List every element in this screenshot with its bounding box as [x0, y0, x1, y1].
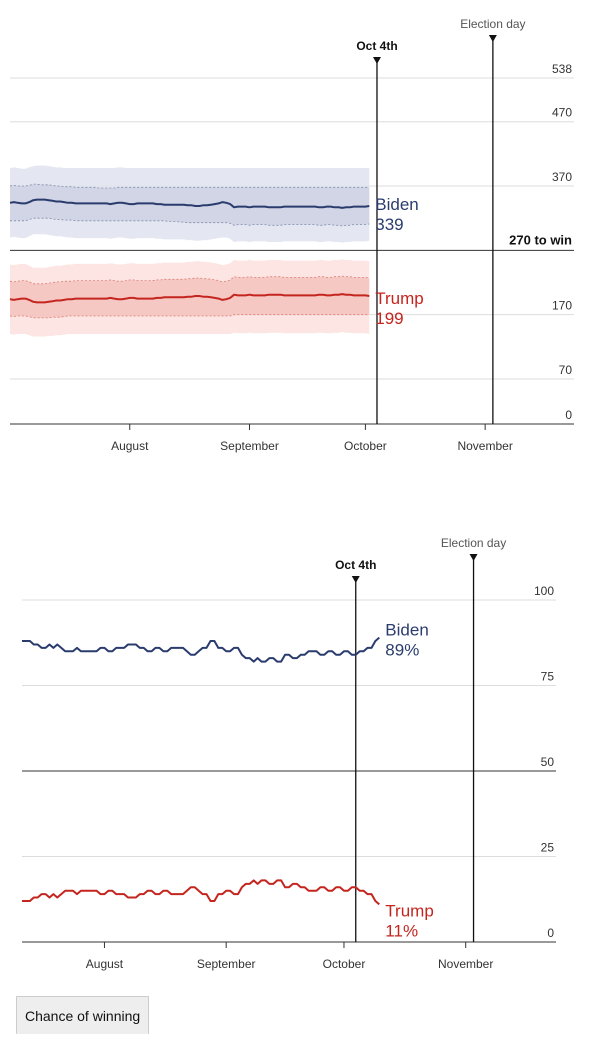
election-day-label: Election day	[460, 17, 525, 31]
threshold-label: 270 to win	[509, 232, 572, 247]
y-tick-label: 75	[541, 670, 555, 684]
biden-band-edge	[10, 217, 370, 227]
biden-value-label: 89%	[385, 641, 419, 660]
y-tick-label: 470	[552, 106, 572, 120]
trump-name-label: Trump	[375, 289, 424, 308]
y-tick-label: 50	[541, 755, 555, 769]
y-tick-label: 100	[534, 584, 554, 598]
biden-name-label: Biden	[385, 621, 428, 640]
x-tick-label: November	[438, 957, 493, 971]
trump-value-label: 11%	[385, 921, 418, 940]
marker-arrow	[488, 35, 497, 42]
y-tick-label: 0	[547, 926, 554, 940]
trump-line	[22, 879, 380, 906]
trump-band-edge	[9, 314, 370, 319]
election-day-label: Election day	[441, 536, 506, 550]
marker-arrow	[351, 576, 360, 583]
electoral-votes-chart: 0 70 170 370 470 538 270 to win August September…	[9, 17, 574, 453]
trump-name-label: Trump	[385, 901, 434, 920]
trump-line	[9, 293, 370, 304]
trump-band-edge	[9, 275, 370, 285]
biden-name-label: Biden	[375, 195, 418, 214]
x-tick-label: October	[344, 439, 387, 453]
x-tick-label: October	[323, 957, 366, 971]
marker-arrow	[372, 57, 381, 64]
chance-of-winning-tab[interactable]: Chance of winning	[16, 996, 150, 1034]
x-tick-label: August	[86, 957, 124, 971]
chance-of-winning-chart: 0 25 50 75 100 August September October November…	[22, 536, 556, 971]
y-tick-label: 25	[541, 841, 555, 855]
y-tick-label: 0	[565, 408, 572, 422]
y-tick-label: 370	[552, 170, 572, 184]
y-tick-label: 170	[552, 299, 572, 313]
x-tick-label: November	[457, 439, 512, 453]
oct-4th-label: Oct 4th	[335, 558, 376, 572]
y-tick-label: 70	[559, 363, 573, 377]
trump-value-label: 199	[375, 309, 403, 328]
biden-line	[22, 636, 380, 663]
biden-line	[9, 198, 370, 209]
biden-band-edge	[9, 183, 370, 189]
x-tick-label: September	[220, 439, 279, 453]
y-tick-label: 538	[552, 62, 572, 76]
x-tick-label: August	[111, 439, 149, 453]
oct-4th-label: Oct 4th	[356, 39, 397, 53]
x-tick-label: September	[197, 957, 256, 971]
biden-value-label: 339	[375, 215, 403, 234]
marker-arrow	[469, 554, 478, 561]
